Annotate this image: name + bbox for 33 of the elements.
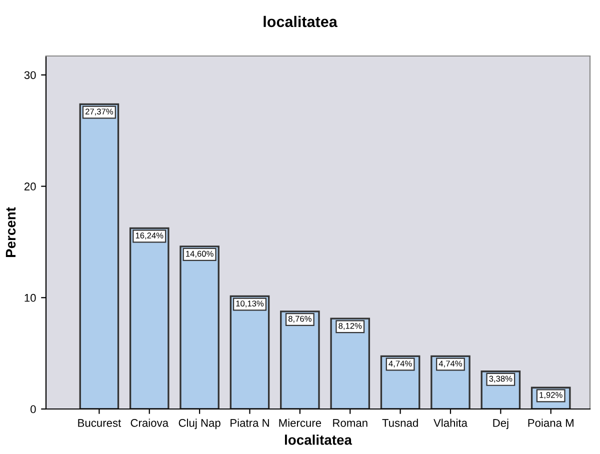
data-label: 3,38%: [489, 376, 512, 383]
x-tick-label: Bucurest: [78, 419, 122, 427]
data-label: 4,74%: [438, 360, 462, 368]
bar: [280, 310, 320, 409]
chart-title: localitatea: [264, 16, 338, 28]
x-tick-label: Craiova: [130, 418, 169, 427]
data-label: 27,37%: [85, 108, 114, 116]
y-axis-title: Percent: [6, 207, 16, 258]
bar: [230, 295, 270, 409]
data-label: 1,92%: [540, 392, 562, 399]
x-axis-title: localitatea: [285, 434, 352, 445]
x-tick-label: Cluj Nap: [178, 418, 220, 430]
bar: [330, 318, 370, 409]
data-label: 8,76%: [288, 316, 312, 323]
y-tick-label: 0: [30, 405, 36, 414]
y-tick-label: 10: [24, 294, 36, 302]
bar: [129, 227, 170, 409]
y-tick-label: 30: [24, 71, 36, 80]
x-tick-label: Piatra N: [230, 418, 269, 427]
x-tick-label: Tusnad: [382, 418, 418, 427]
x-tick-label: Miercure: [279, 418, 322, 427]
x-tick-label: Roman: [333, 419, 368, 427]
bar: [180, 246, 220, 409]
data-label: 10,13%: [236, 300, 264, 308]
x-tick-label: Poiana M: [528, 418, 574, 427]
data-label: 8,12%: [338, 322, 362, 330]
data-label: 16,24%: [136, 232, 164, 240]
x-tick-label: Vlahita: [434, 418, 468, 427]
x-tick-label: Dej: [493, 418, 508, 430]
bar: [79, 103, 120, 409]
y-tick-label: 20: [24, 182, 36, 190]
data-label: 4,74%: [388, 360, 412, 368]
data-label: 14,60%: [186, 250, 214, 258]
